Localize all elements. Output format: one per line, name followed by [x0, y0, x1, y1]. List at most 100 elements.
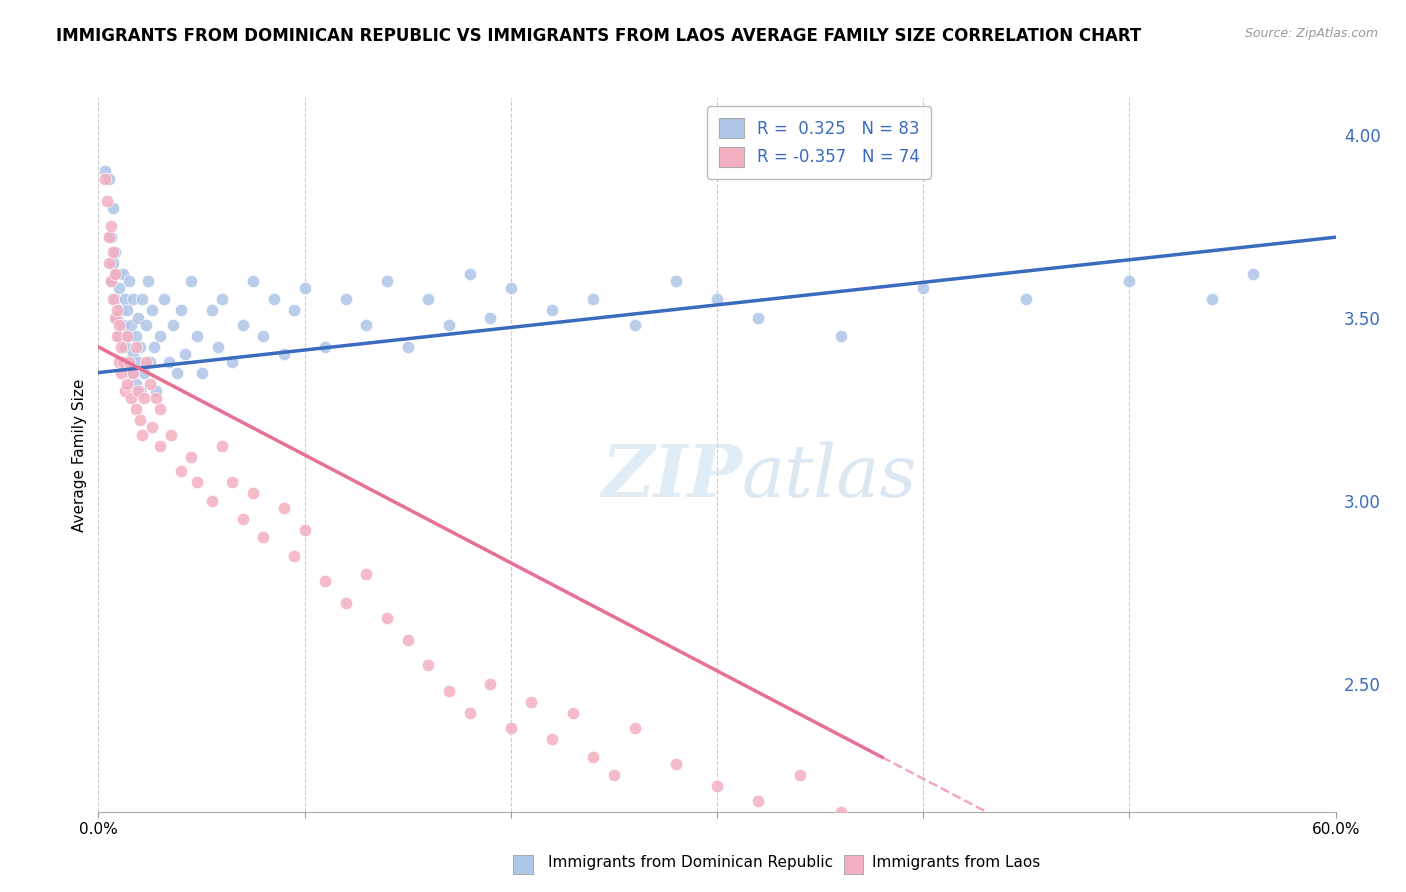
Point: [170, 303, 193, 318]
Text: atlas: atlas: [742, 441, 917, 512]
Y-axis label: Average Family Size: Average Family Size: [72, 378, 87, 532]
Point: [108, 318, 131, 332]
Point: [170, 464, 193, 478]
Point: [157, 354, 180, 368]
Point: [1241, 267, 1264, 281]
Point: [190, 366, 212, 380]
Point: [108, 329, 131, 343]
Point: [149, 439, 172, 453]
Point: [603, 768, 626, 782]
Point: [1015, 867, 1038, 881]
Point: [105, 303, 128, 318]
Point: [136, 274, 159, 288]
Point: [117, 354, 139, 368]
Point: [93, 171, 115, 186]
Point: [108, 281, 131, 295]
Point: [97, 256, 120, 270]
Point: [131, 293, 153, 307]
Point: [747, 310, 769, 325]
Point: [283, 303, 305, 318]
Point: [356, 318, 378, 332]
Point: [242, 486, 264, 500]
Point: [294, 281, 316, 295]
Point: [912, 281, 935, 295]
Point: [162, 318, 184, 332]
Point: [221, 475, 243, 490]
Point: [211, 439, 233, 453]
Point: [314, 340, 336, 354]
Point: [232, 318, 254, 332]
Point: [118, 329, 141, 343]
Text: ZIP: ZIP: [600, 441, 742, 512]
Point: [273, 347, 295, 361]
Point: [541, 731, 564, 746]
Point: [120, 318, 142, 332]
Point: [104, 244, 127, 259]
Point: [117, 303, 139, 318]
Point: [149, 402, 172, 417]
Point: [870, 823, 893, 838]
Point: [149, 329, 172, 343]
Point: [479, 310, 502, 325]
Point: [139, 376, 162, 391]
Point: [128, 384, 150, 398]
Point: [665, 757, 688, 772]
Point: [294, 523, 316, 537]
Point: [201, 493, 224, 508]
Point: [375, 274, 398, 288]
Point: [118, 274, 141, 288]
Point: [117, 376, 139, 391]
Point: [97, 171, 120, 186]
Point: [437, 318, 460, 332]
Point: [375, 611, 398, 625]
Text: IMMIGRANTS FROM DOMINICAN REPUBLIC VS IMMIGRANTS FROM LAOS AVERAGE FAMILY SIZE C: IMMIGRANTS FROM DOMINICAN REPUBLIC VS IM…: [56, 27, 1142, 45]
Point: [101, 201, 124, 215]
Point: [418, 658, 440, 673]
Point: [110, 303, 132, 318]
Point: [221, 354, 243, 368]
Point: [135, 354, 157, 368]
Point: [953, 860, 976, 874]
Point: [747, 794, 769, 808]
Point: [105, 267, 128, 281]
Point: [145, 391, 167, 405]
Point: [110, 354, 132, 368]
Point: [356, 566, 378, 581]
Point: [104, 293, 127, 307]
Point: [114, 384, 136, 398]
Point: [135, 318, 157, 332]
Point: [132, 391, 155, 405]
Point: [124, 329, 146, 343]
Point: [108, 354, 131, 368]
Point: [128, 413, 150, 427]
Point: [143, 340, 166, 354]
Point: [458, 706, 481, 720]
Point: [93, 164, 115, 178]
Point: [101, 293, 124, 307]
Point: [132, 366, 155, 380]
Point: [252, 530, 274, 544]
Point: [180, 274, 202, 288]
Point: [186, 329, 208, 343]
Point: [122, 347, 145, 361]
Point: [273, 500, 295, 515]
Point: [120, 391, 142, 405]
Point: [830, 805, 852, 819]
Point: [706, 293, 728, 307]
Point: [124, 402, 146, 417]
Point: [499, 721, 522, 735]
Point: [830, 329, 852, 343]
Point: [186, 475, 208, 490]
Point: [912, 841, 935, 855]
Point: [101, 244, 124, 259]
Point: [335, 596, 357, 610]
Point: [561, 706, 583, 720]
Point: [283, 549, 305, 563]
Point: [582, 293, 605, 307]
Point: [396, 632, 419, 647]
Point: [105, 310, 128, 325]
Point: [520, 695, 543, 709]
Point: [128, 340, 150, 354]
Point: [104, 310, 127, 325]
Text: Source: ZipAtlas.com: Source: ZipAtlas.com: [1244, 27, 1378, 40]
